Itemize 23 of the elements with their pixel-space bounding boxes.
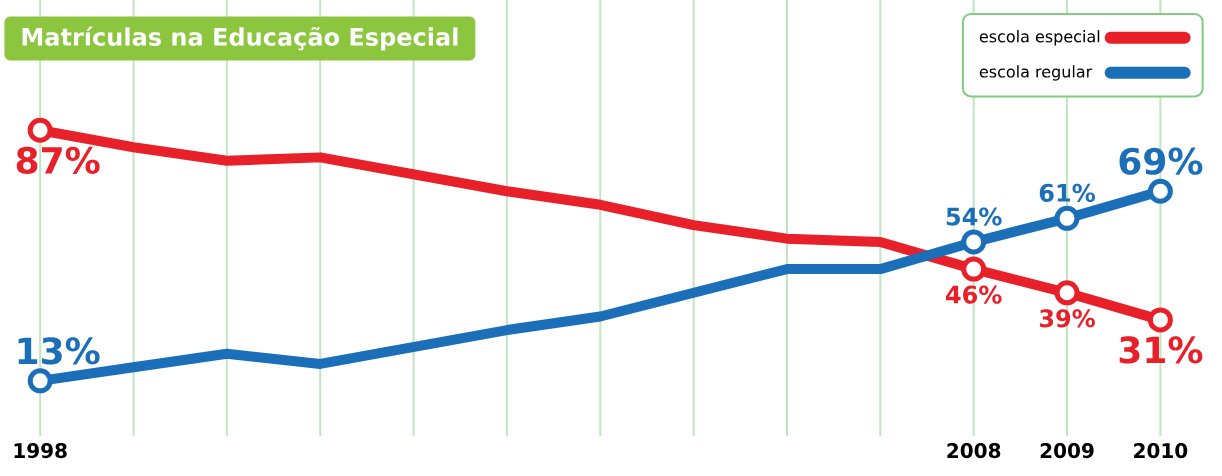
x-tick-label: 2009 (1040, 443, 1094, 459)
point (1054, 280, 1080, 306)
x-tick-label: 2008 (947, 443, 1001, 459)
point (1147, 307, 1173, 333)
x-tick-label: 2010 (1134, 443, 1188, 459)
data-label: 31% (1119, 336, 1203, 364)
data-label: 87% (16, 146, 100, 174)
legend-label: escola especial (979, 30, 1100, 46)
point (27, 117, 53, 143)
data-label: 13% (18, 337, 100, 365)
x-tick-label: 1998 (14, 443, 67, 459)
data-label: 69% (1119, 147, 1203, 175)
data-label: 39% (1039, 309, 1095, 328)
data-label: 61% (1039, 183, 1095, 202)
chart-title: Matrículas na Educação Especial (22, 26, 458, 51)
point (961, 229, 987, 255)
data-label: 46% (946, 285, 1002, 304)
point (27, 368, 53, 394)
data-label: 54% (946, 207, 1002, 226)
point (961, 256, 987, 282)
legend-label: escola regular (979, 65, 1093, 81)
point (1147, 178, 1173, 204)
point (1054, 205, 1080, 231)
